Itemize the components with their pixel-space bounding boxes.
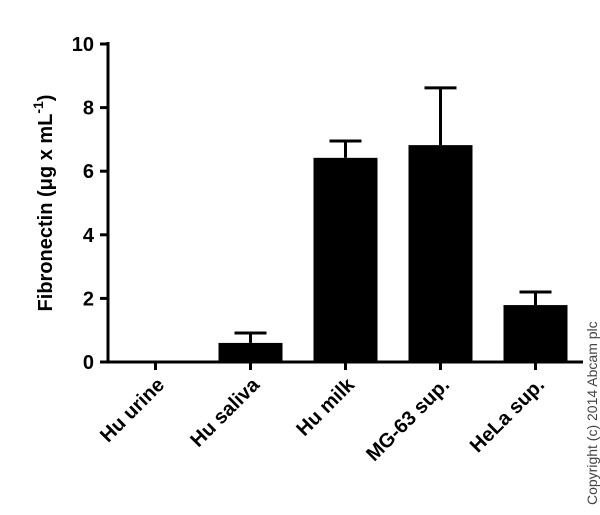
y-tick-label: 6 bbox=[83, 161, 94, 183]
x-tick-label: Hu urine bbox=[96, 374, 169, 447]
y-tick-label: 4 bbox=[83, 225, 95, 247]
y-tick-label: 0 bbox=[83, 352, 94, 374]
y-label-end: ) bbox=[35, 95, 57, 102]
bar bbox=[503, 305, 568, 362]
bar bbox=[408, 145, 473, 362]
x-tick-label: Hu milk bbox=[292, 373, 359, 440]
x-tick-label: HeLa sup. bbox=[466, 374, 549, 457]
x-tick-label: Hu saliva bbox=[186, 373, 264, 451]
y-tick-label: 2 bbox=[83, 288, 94, 310]
y-axis-label: Fibronectin (μg x mL-1) bbox=[30, 95, 57, 312]
y-label-main: Fibronectin (μg x mL bbox=[35, 114, 57, 312]
y-label-sup: -1 bbox=[30, 101, 46, 114]
copyright: Copyright (c) 2014 Abcam plc bbox=[584, 321, 600, 505]
y-tick-label: 8 bbox=[83, 98, 94, 120]
bar bbox=[218, 342, 283, 362]
bar bbox=[313, 157, 378, 362]
y-tick-label: 10 bbox=[72, 34, 94, 56]
x-tick-label: MG-63 sup. bbox=[362, 374, 454, 466]
